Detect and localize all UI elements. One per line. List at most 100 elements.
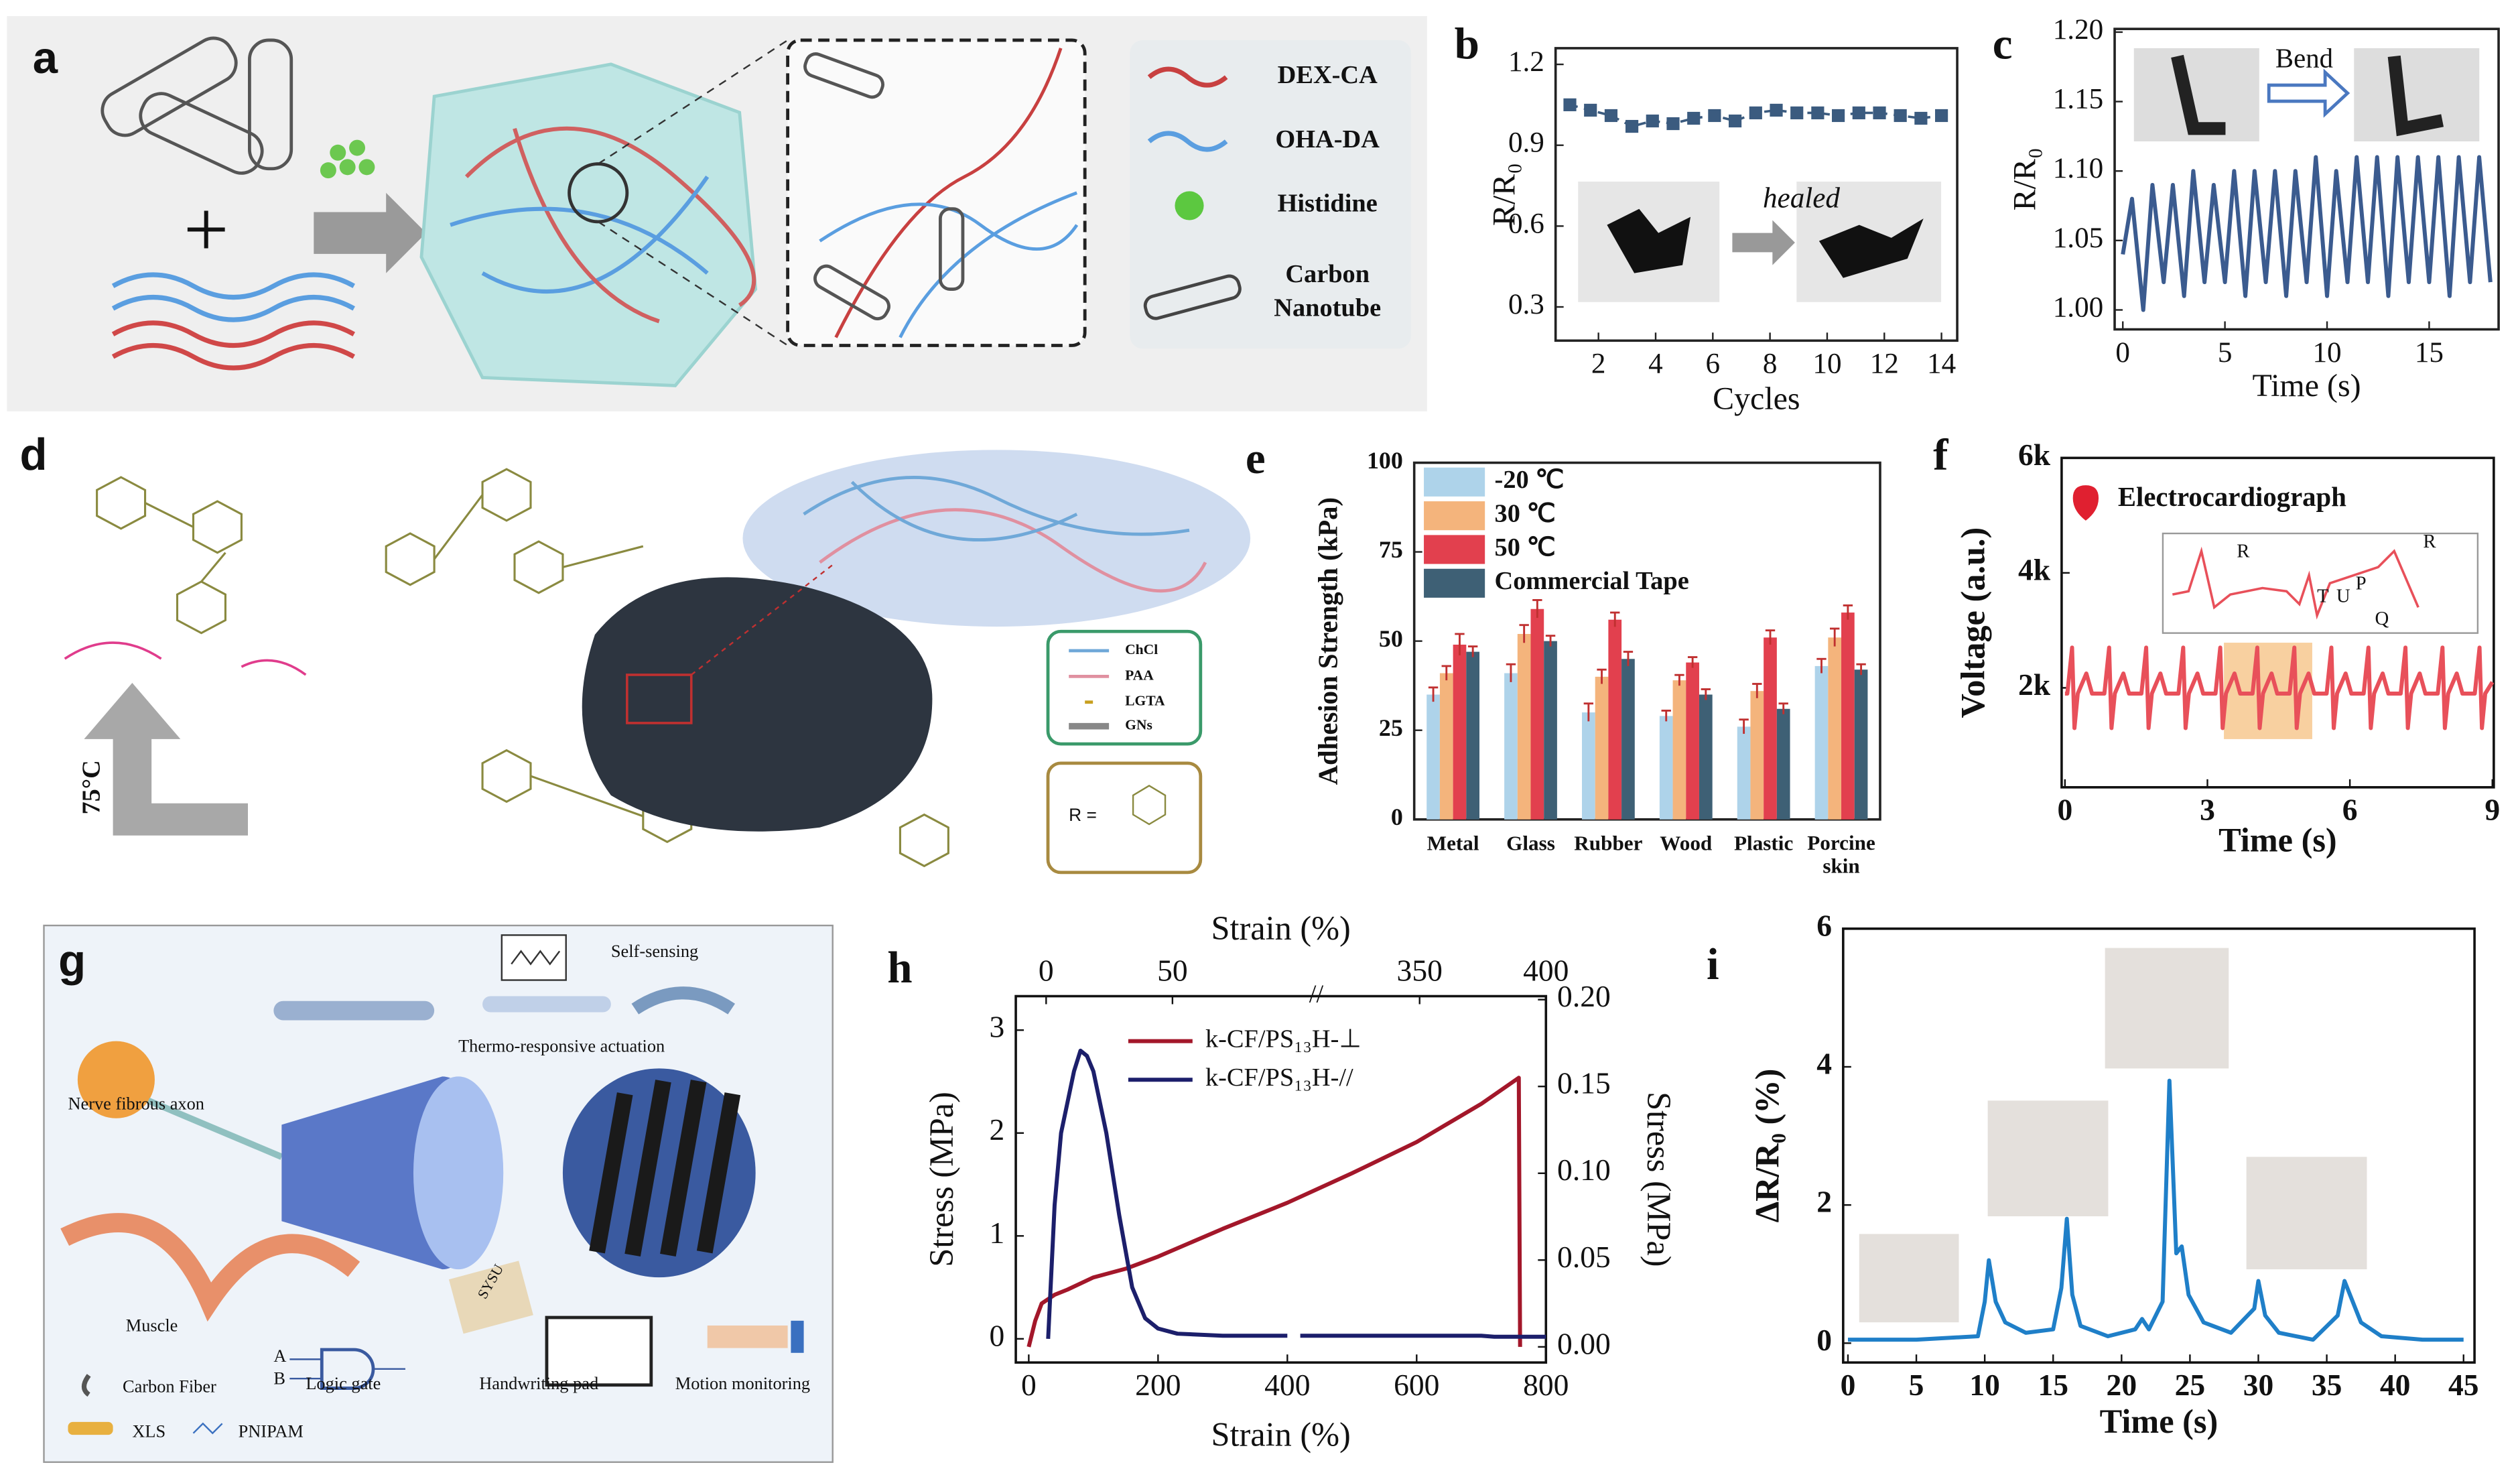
temperature: 75°C [78,760,106,814]
legend-text: LGTA [1125,693,1165,709]
x-tick-label: 0 [2115,337,2130,369]
molecule [1132,785,1167,826]
caption: Logic gate [306,1374,381,1393]
caption: Thermo-responsive actuation [458,1036,665,1055]
legend-swatch [1424,535,1485,564]
bar [1699,694,1713,820]
y2-tick-label: 0.10 [1557,1153,1611,1187]
x-tick-label: Porcine skin [1807,831,1875,877]
inset-arrow [2267,68,2350,118]
marker [1749,106,1762,120]
histidine-dots [320,139,375,179]
bar [1517,634,1531,820]
annotation: Q [2375,608,2389,629]
marker [1811,106,1825,120]
y-tick-label: 0.9 [1508,127,1544,159]
x-tick-label: 0 [1021,1368,1037,1402]
bar [1608,619,1622,820]
caption: Self-sensing [611,942,698,961]
polymer-waves [111,272,356,371]
x-tick-label: Glass [1506,831,1555,854]
x-tick-label: 30 [2243,1368,2274,1402]
y-tick-label: 2 [989,1112,1004,1147]
marker [1584,103,1597,117]
legend-text: 50 ℃ [1495,533,1556,562]
plus: + [184,184,229,273]
legend-text: OHA-DA [1275,125,1380,153]
axon [77,1041,155,1118]
y-tick-label: 0 [989,1318,1004,1352]
x-tick-label: 0 [1841,1368,1856,1402]
fiber-end [413,1076,504,1270]
data-line [1847,1078,2464,1342]
pad-screen [545,1315,653,1387]
y-tick-label: 100 [1367,447,1403,474]
legend-swatch [1424,568,1485,598]
annotation: R [2423,531,2436,552]
hydrogel [419,62,758,387]
pnipam-icon [192,1422,223,1435]
legend-swatch [1424,501,1485,531]
bar [1453,644,1467,820]
caption: XLS [132,1422,165,1441]
marker [1604,109,1618,123]
plot-frame [1554,47,1959,342]
chart: i 0 2 4 6 ΔR/R₀ (%) 0 5 10 15 20 25 30 35 40 45 Time (s) [1707,908,2479,1440]
bar [1530,608,1544,820]
y-tick-label: 1.00 [2053,292,2104,323]
annotation: Bend [2275,43,2333,73]
polymer [64,641,307,676]
bar [1544,641,1557,820]
y-axis-label: Voltage (a.u.) [1954,527,1991,718]
y-tick-label: 1.2 [1508,46,1544,78]
marker [1935,109,1948,123]
network [450,126,756,324]
caption: Motion monitoring [675,1374,810,1393]
x-tick-label: 6 [2342,793,2358,827]
marker [1873,106,1886,120]
marker [1770,103,1783,117]
bar [1854,669,1868,820]
panel-label: e [1246,433,1266,483]
y-tick-label: 25 [1379,714,1403,741]
x-axis-label: Time (s) [2253,368,2361,403]
x2-axis-label: Strain (%) [1211,909,1351,947]
marker [1894,109,1907,123]
zoom-line [598,220,789,346]
inset-arrow [1732,220,1795,265]
legend-text: k-CF/PS₁₃H-// [1205,1063,1353,1092]
legend-text: 30 ℃ [1495,499,1556,527]
inset-photos-i [1859,948,2367,1323]
fiber [273,1001,435,1021]
bar [1828,637,1842,820]
y-axis-label: ΔR/R₀ (%) [1748,1069,1786,1223]
x-tick-label: 10 [1969,1368,2000,1402]
marker [1687,111,1701,125]
caption: PNIPAM [239,1422,304,1441]
bar [1776,708,1790,820]
x-tick-label: 45 [2448,1368,2479,1402]
logic-gate [320,1348,375,1390]
marker [1666,117,1680,131]
y2-tick-label: 0.15 [1557,1066,1611,1100]
panel-a: a + DEX-CA OHA-DA Histidine Carbon Nanot… [7,15,1427,411]
marker [1728,114,1742,128]
y-axis-label: Adhesion Strength (kPa) [1313,497,1343,785]
x-tick-label: 12 [1870,348,1899,380]
x-axis-label: Time (s) [2218,821,2337,858]
x-tick-label: 3 [2200,793,2215,827]
x-axis-label: Time (s) [2100,1403,2218,1440]
x2-tick-label: 50 [1157,953,1188,987]
x-axis-label: Cycles [1713,381,1800,416]
zoom-line [598,39,789,165]
panel-g: g Self-sensing Thermo-responsive actuati… [43,924,834,1464]
r-group-box [1046,761,1203,875]
bar [1427,694,1440,820]
x-tick-label: Wood [1660,831,1712,854]
x-tick-label: 8 [1763,348,1778,380]
bar [1737,726,1751,820]
x-axis-label: Strain (%) [1211,1415,1351,1453]
bar [1581,712,1595,820]
chart: f 2k 4k 6k Voltage (a.u.) 0 3 6 9 Time (s) [1933,430,2500,858]
x2-tick-label: 0 [1039,953,1054,987]
